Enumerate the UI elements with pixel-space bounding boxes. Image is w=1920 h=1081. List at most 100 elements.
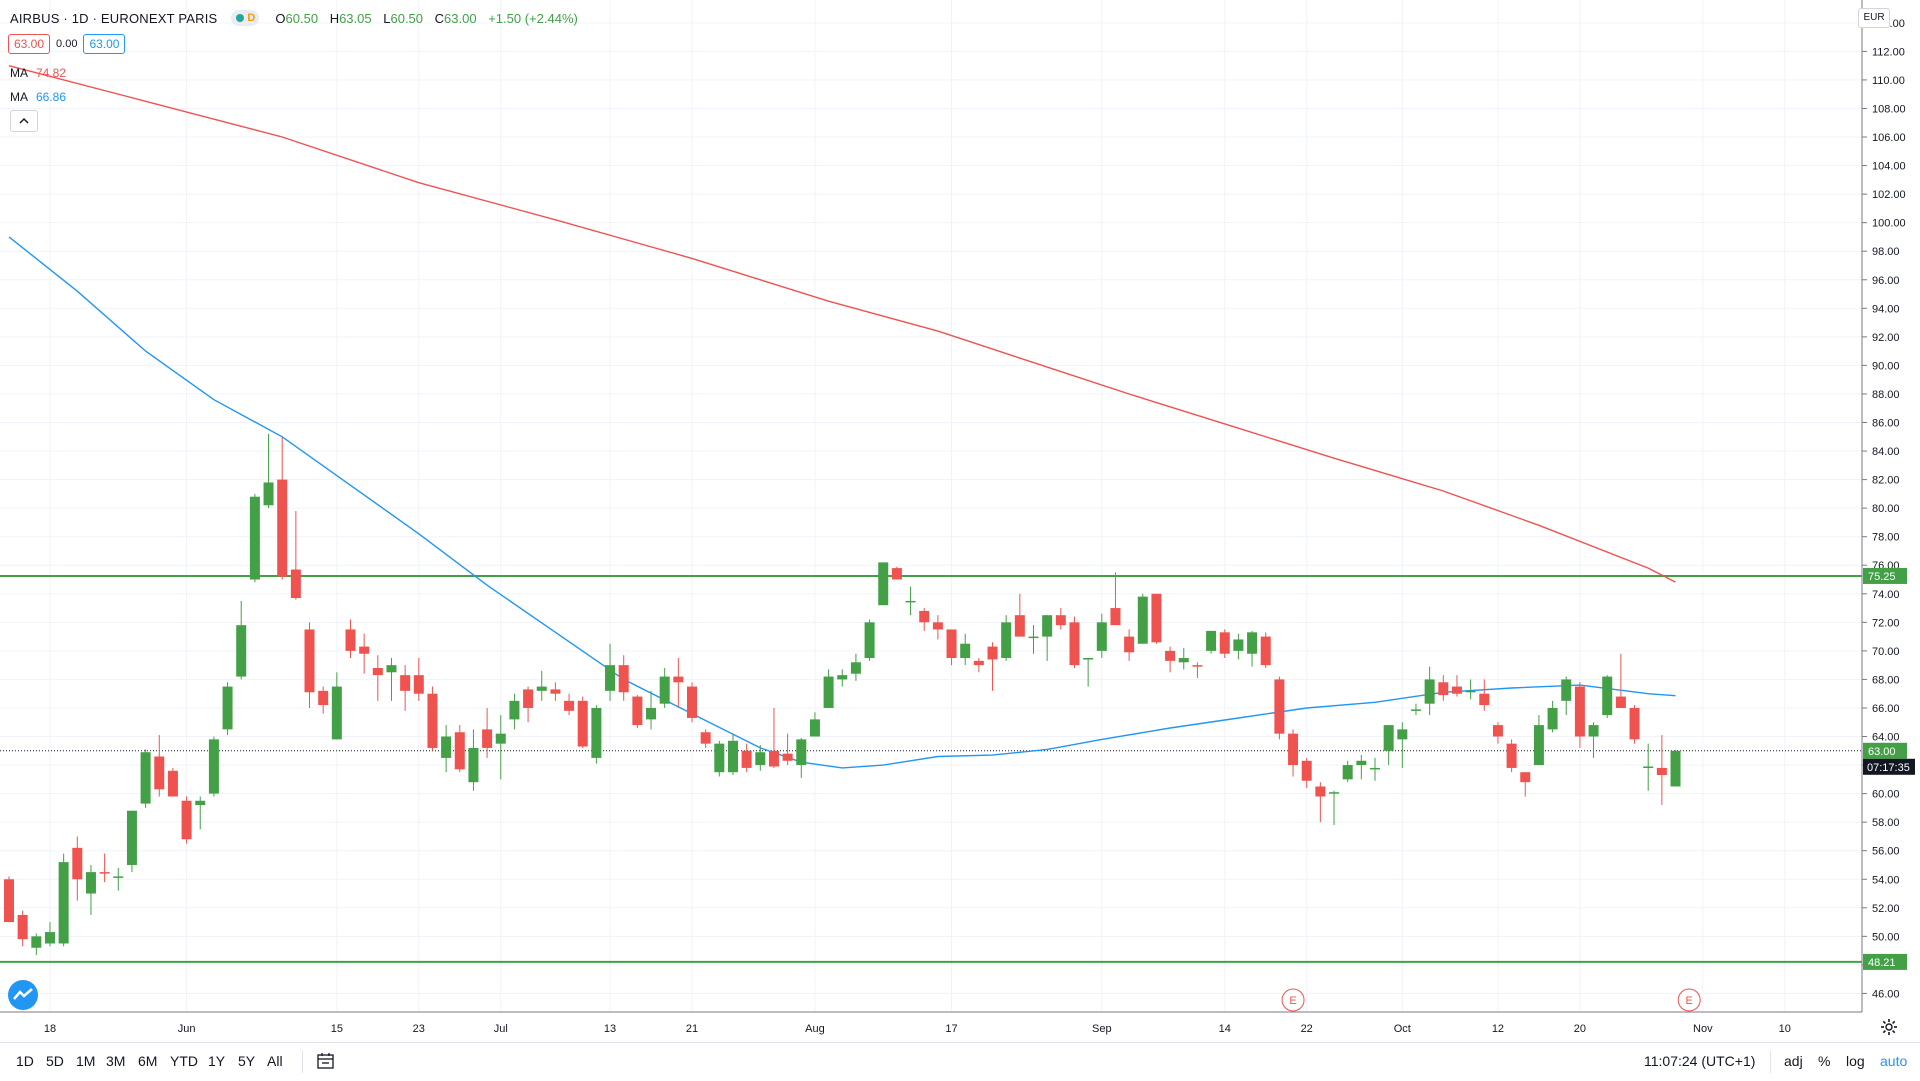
candle-body[interactable] (1219, 632, 1230, 654)
candle-body[interactable] (755, 752, 766, 766)
candle-body[interactable] (1001, 622, 1012, 659)
candle-body[interactable] (1083, 658, 1094, 660)
candle-body[interactable] (1301, 760, 1312, 781)
clock-timezone[interactable]: 11:07:24 (UTC+1) (1644, 1053, 1756, 1069)
candle-body[interactable] (700, 732, 711, 744)
candle-body[interactable] (796, 739, 807, 766)
candle-body[interactable] (973, 660, 984, 666)
candle-body[interactable] (1397, 729, 1408, 740)
candle-body[interactable] (1247, 632, 1258, 654)
candle-body[interactable] (31, 936, 42, 948)
candle-body[interactable] (646, 707, 657, 720)
candle-body[interactable] (741, 750, 752, 768)
candle-body[interactable] (1520, 772, 1531, 783)
candle-body[interactable] (495, 733, 506, 744)
candle-body[interactable] (1096, 622, 1107, 651)
candle-body[interactable] (113, 876, 124, 878)
candle-body[interactable] (1438, 682, 1449, 696)
candle-body[interactable] (331, 686, 342, 740)
candle-body[interactable] (1574, 686, 1585, 737)
candle-body[interactable] (905, 600, 916, 603)
candle-body[interactable] (837, 675, 848, 680)
candle-body[interactable] (359, 646, 370, 654)
candle-body[interactable] (58, 862, 69, 944)
candle-body[interactable] (1137, 596, 1148, 644)
ma-fast-legend[interactable]: MA 66.86 (10, 90, 66, 104)
candle-body[interactable] (1533, 725, 1544, 766)
settings-gear-icon[interactable] (1880, 1018, 1898, 1036)
candle-body[interactable] (290, 569, 301, 599)
candle-body[interactable] (727, 740, 738, 773)
log-scale-toggle[interactable]: log (1846, 1053, 1865, 1069)
candle-body[interactable] (550, 689, 561, 694)
candle-body[interactable] (523, 689, 534, 708)
candle-body[interactable] (1151, 593, 1162, 643)
candle-body[interactable] (768, 750, 779, 767)
candle-body[interactable] (577, 700, 588, 747)
percent-scale-toggle[interactable]: % (1818, 1053, 1831, 1069)
candle-body[interactable] (1233, 639, 1244, 651)
candle-body[interactable] (1342, 765, 1353, 780)
tradingview-logo-icon[interactable] (8, 980, 38, 1010)
candle-body[interactable] (1370, 767, 1380, 770)
ma-slow-legend[interactable]: MA 74.82 (10, 66, 66, 80)
candle-body[interactable] (154, 756, 165, 790)
candle-body[interactable] (1315, 786, 1326, 797)
candle-body[interactable] (1069, 622, 1080, 666)
candle-body[interactable] (72, 847, 83, 880)
candle-body[interactable] (400, 675, 411, 691)
go-to-date-calendar-icon[interactable] (316, 1051, 336, 1071)
candle-body[interactable] (1424, 679, 1435, 704)
candle-body[interactable] (468, 747, 479, 783)
candle-body[interactable] (236, 625, 247, 677)
candle-body[interactable] (509, 700, 520, 720)
candle-body[interactable] (782, 753, 793, 761)
earnings-event-icon[interactable] (1281, 988, 1305, 1012)
candle-body[interactable] (1506, 743, 1517, 768)
candle-body[interactable] (1465, 690, 1476, 693)
range-ytd-button[interactable]: YTD (170, 1053, 198, 1069)
candle-body[interactable] (126, 810, 137, 865)
sell-price-button[interactable]: 63.00 (8, 34, 51, 54)
candle-body[interactable] (878, 562, 889, 606)
candle-body[interactable] (167, 770, 178, 797)
collapse-legend-button[interactable] (10, 110, 38, 132)
candle-body[interactable] (277, 479, 288, 577)
candle-body[interactable] (591, 707, 602, 758)
candle-body[interactable] (823, 676, 834, 708)
candle-body[interactable] (222, 686, 233, 730)
candle-body[interactable] (1602, 676, 1613, 716)
candle-body[interactable] (1329, 792, 1340, 794)
candle-body[interactable] (345, 629, 356, 651)
symbol-title[interactable]: AIRBUS · 1D · EURONEXT PARIS (10, 10, 218, 26)
candle-body[interactable] (1629, 707, 1640, 740)
candle-body[interactable] (1451, 686, 1462, 694)
candle-body[interactable] (946, 629, 957, 659)
candle-body[interactable] (1192, 665, 1203, 667)
candle-body[interactable] (1014, 615, 1025, 637)
candle-body[interactable] (1055, 615, 1066, 626)
candle-body[interactable] (1615, 696, 1626, 708)
candle-body[interactable] (1670, 750, 1681, 787)
candle-body[interactable] (687, 686, 697, 718)
range-5y-button[interactable]: 5Y (238, 1053, 256, 1069)
adj-toggle[interactable]: adj (1784, 1053, 1803, 1069)
ma-fast-line[interactable] (8, 236, 1676, 769)
earnings-event-icon[interactable] (1677, 988, 1701, 1012)
candle-body[interactable] (891, 568, 902, 580)
candle-body[interactable] (195, 800, 206, 806)
candle-body[interactable] (864, 622, 875, 659)
candle-body[interactable] (1643, 766, 1654, 768)
candle-body[interactable] (372, 668, 383, 676)
range-1m-button[interactable]: 1M (76, 1053, 96, 1069)
candle-body[interactable] (850, 662, 861, 674)
candle-body[interactable] (1165, 650, 1176, 661)
candle-body[interactable] (386, 665, 397, 673)
candle-body[interactable] (208, 739, 219, 794)
candle-body[interactable] (4, 879, 14, 923)
buy-price-button[interactable]: 63.00 (83, 34, 126, 54)
candle-body[interactable] (1042, 615, 1053, 637)
candle-body[interactable] (1479, 693, 1490, 706)
candle-body[interactable] (659, 676, 670, 704)
range-1d-button[interactable]: 1D (16, 1053, 34, 1069)
